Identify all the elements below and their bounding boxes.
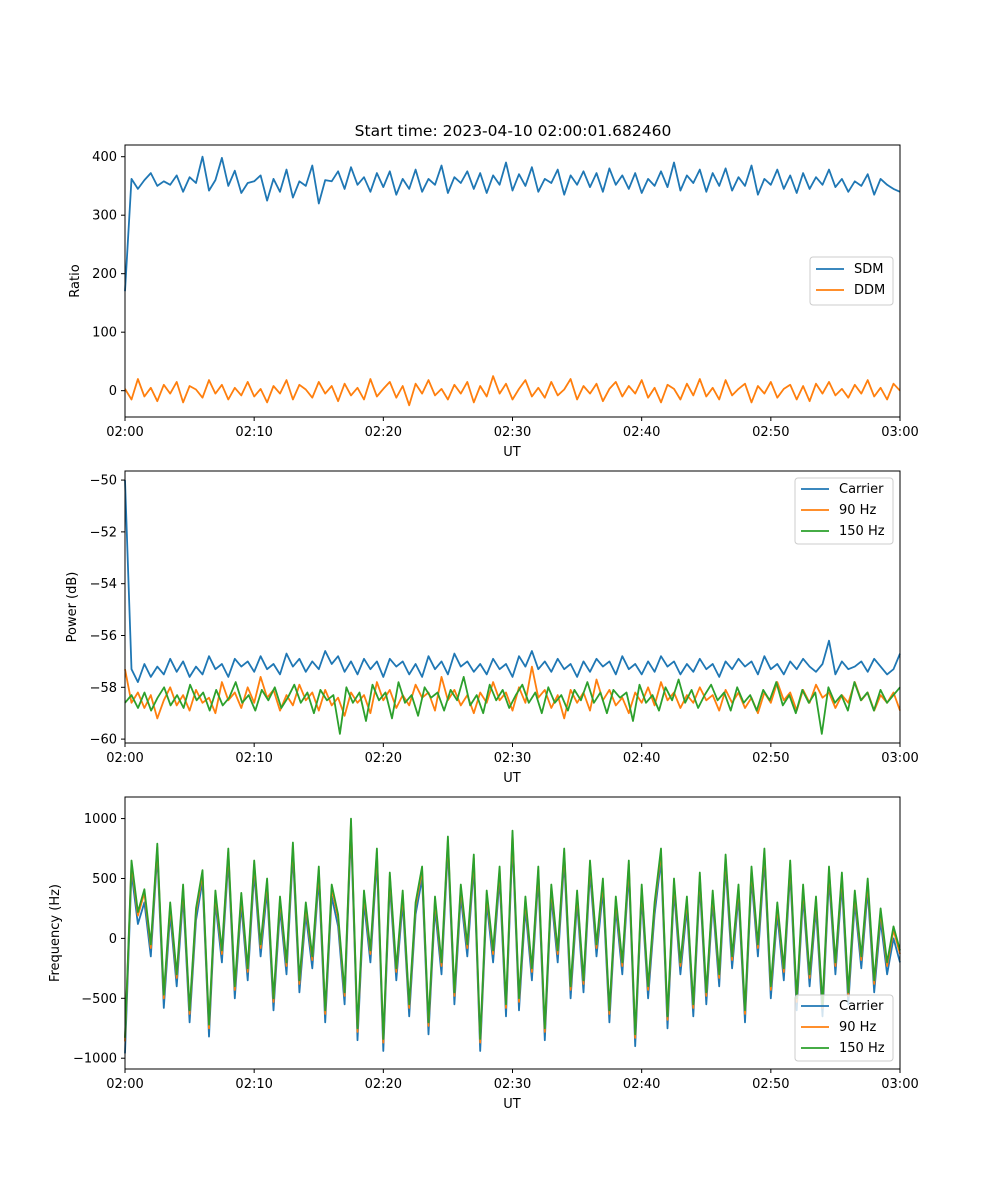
y-tick-label: −54 <box>90 577 117 592</box>
legend-label-90hz: 90 Hz <box>839 503 876 518</box>
x-tick-label: 02:20 <box>365 425 402 440</box>
y-tick-label: 1000 <box>84 812 117 827</box>
panel-ratio: Start time: 2023-04-10 02:00:01.682460 0… <box>68 122 919 460</box>
y-tick-label: 200 <box>92 267 117 282</box>
y-tick-label: −56 <box>90 629 117 644</box>
legend-label-ddm: DDM <box>854 283 885 298</box>
y-tick-label: 500 <box>92 872 117 887</box>
x-tick-label: 02:20 <box>365 751 402 766</box>
series-line-sdm <box>124 155 901 292</box>
x-tick-label: 02:10 <box>235 425 272 440</box>
y-tick-label: 400 <box>92 150 117 165</box>
series-line-150-hz <box>124 676 901 735</box>
series-line-carrier <box>124 480 901 683</box>
legend: Carrier 90 Hz 150 Hz <box>794 994 894 1062</box>
x-tick-label: 02:20 <box>365 1077 402 1092</box>
y-tick-label: −58 <box>90 681 117 696</box>
y-axis-label: Ratio <box>68 264 83 297</box>
legend-label-150hz: 150 Hz <box>839 1041 885 1056</box>
y-tick-label: −50 <box>90 474 117 489</box>
y-tick-label: 100 <box>92 326 117 341</box>
x-tick-label: 02:00 <box>106 1077 143 1092</box>
x-tick-label: 03:00 <box>881 425 918 440</box>
x-tick-label: 02:50 <box>752 1077 789 1092</box>
series-line-150-hz <box>124 817 901 1040</box>
y-tick-label: −500 <box>81 992 117 1007</box>
x-tick-label: 02:40 <box>623 425 660 440</box>
panel-frequency: 02:00 02:10 02:20 02:30 02:40 02:50 03:00 −1000… <box>48 796 919 1112</box>
axis-ticks: 02:00 02:10 02:20 02:30 02:40 02:50 03:00 −60 −5… <box>90 474 919 766</box>
x-tick-label: 02:30 <box>494 425 531 440</box>
y-tick-label: 300 <box>92 209 117 224</box>
x-tick-label: 02:50 <box>752 751 789 766</box>
x-tick-label: 03:00 <box>881 751 918 766</box>
y-tick-label: −52 <box>90 525 117 540</box>
x-tick-label: 03:00 <box>881 1077 918 1092</box>
y-tick-label: −60 <box>90 733 117 748</box>
legend: SDM DDM <box>809 256 894 306</box>
x-tick-label: 02:30 <box>494 751 531 766</box>
y-tick-label: 0 <box>109 384 117 399</box>
y-tick-label: 0 <box>109 932 117 947</box>
plot-content <box>124 817 901 1054</box>
axis-ticks: 02:00 02:10 02:20 02:30 02:40 02:50 03:00 −1000… <box>73 812 919 1092</box>
y-tick-label: −1000 <box>73 1052 117 1067</box>
plot-content <box>124 480 901 735</box>
chart-title: Start time: 2023-04-10 02:00:01.682460 <box>355 122 672 140</box>
legend-label-sdm: SDM <box>854 262 883 277</box>
x-axis-label: UT <box>503 445 521 460</box>
x-tick-label: 02:50 <box>752 425 789 440</box>
y-axis-label: Frequency (Hz) <box>48 884 63 982</box>
x-axis-label: UT <box>503 771 521 786</box>
x-tick-label: 02:10 <box>235 1077 272 1092</box>
legend-label-150hz: 150 Hz <box>839 524 885 539</box>
legend-label-90hz: 90 Hz <box>839 1020 876 1035</box>
x-tick-label: 02:40 <box>623 1077 660 1092</box>
plot-content <box>124 155 901 407</box>
x-axis-label: UT <box>503 1097 521 1112</box>
legend-label-carrier: Carrier <box>839 999 884 1014</box>
x-tick-label: 02:30 <box>494 1077 531 1092</box>
axis-ticks: 02:00 02:10 02:20 02:30 02:40 02:50 03:00 0 100 2… <box>92 150 919 440</box>
x-tick-label: 02:40 <box>623 751 660 766</box>
series-line-90-hz <box>124 665 901 720</box>
legend-box <box>794 477 894 545</box>
legend-label-carrier: Carrier <box>839 482 884 497</box>
series-line-ddm <box>124 375 901 407</box>
legend: Carrier 90 Hz 150 Hz <box>794 477 894 545</box>
panel-power: 02:00 02:10 02:20 02:30 02:40 02:50 03:00 −60 −5… <box>65 470 919 786</box>
x-tick-label: 02:00 <box>106 751 143 766</box>
legend-box <box>794 994 894 1062</box>
x-tick-label: 02:10 <box>235 751 272 766</box>
x-tick-label: 02:00 <box>106 425 143 440</box>
y-axis-label: Power (dB) <box>65 572 80 643</box>
